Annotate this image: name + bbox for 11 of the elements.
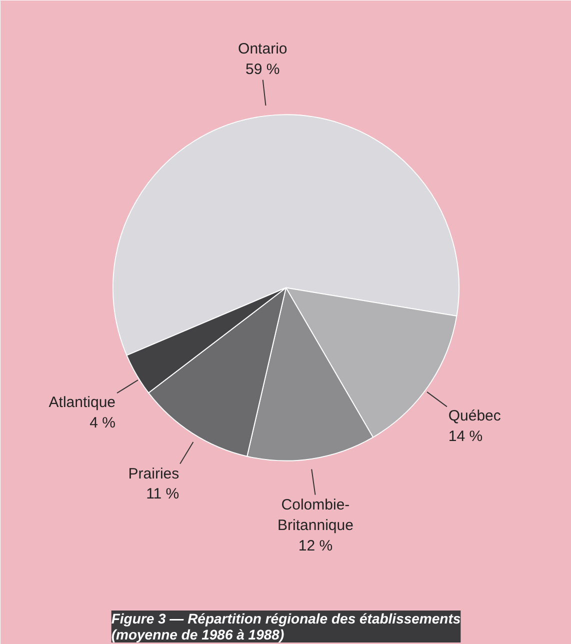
text: Figure 3 — Répartition régionale des établissements (moyenne de 1986 à 1988) (111, 610, 461, 642)
data-label: 59 % (246, 60, 280, 78)
slice-label: Québec (448, 408, 502, 425)
slice-label: Prairies (128, 465, 180, 482)
slice-label: Atlantique (48, 394, 116, 412)
data-label: 4 % (90, 414, 116, 432)
data-label: 11 % (146, 486, 180, 503)
slice-label: Ontario (238, 40, 288, 58)
data-label: 12 % (298, 537, 333, 554)
slice-label: Colombie- Britannique (278, 496, 354, 534)
data-label: 14 % (448, 428, 483, 446)
